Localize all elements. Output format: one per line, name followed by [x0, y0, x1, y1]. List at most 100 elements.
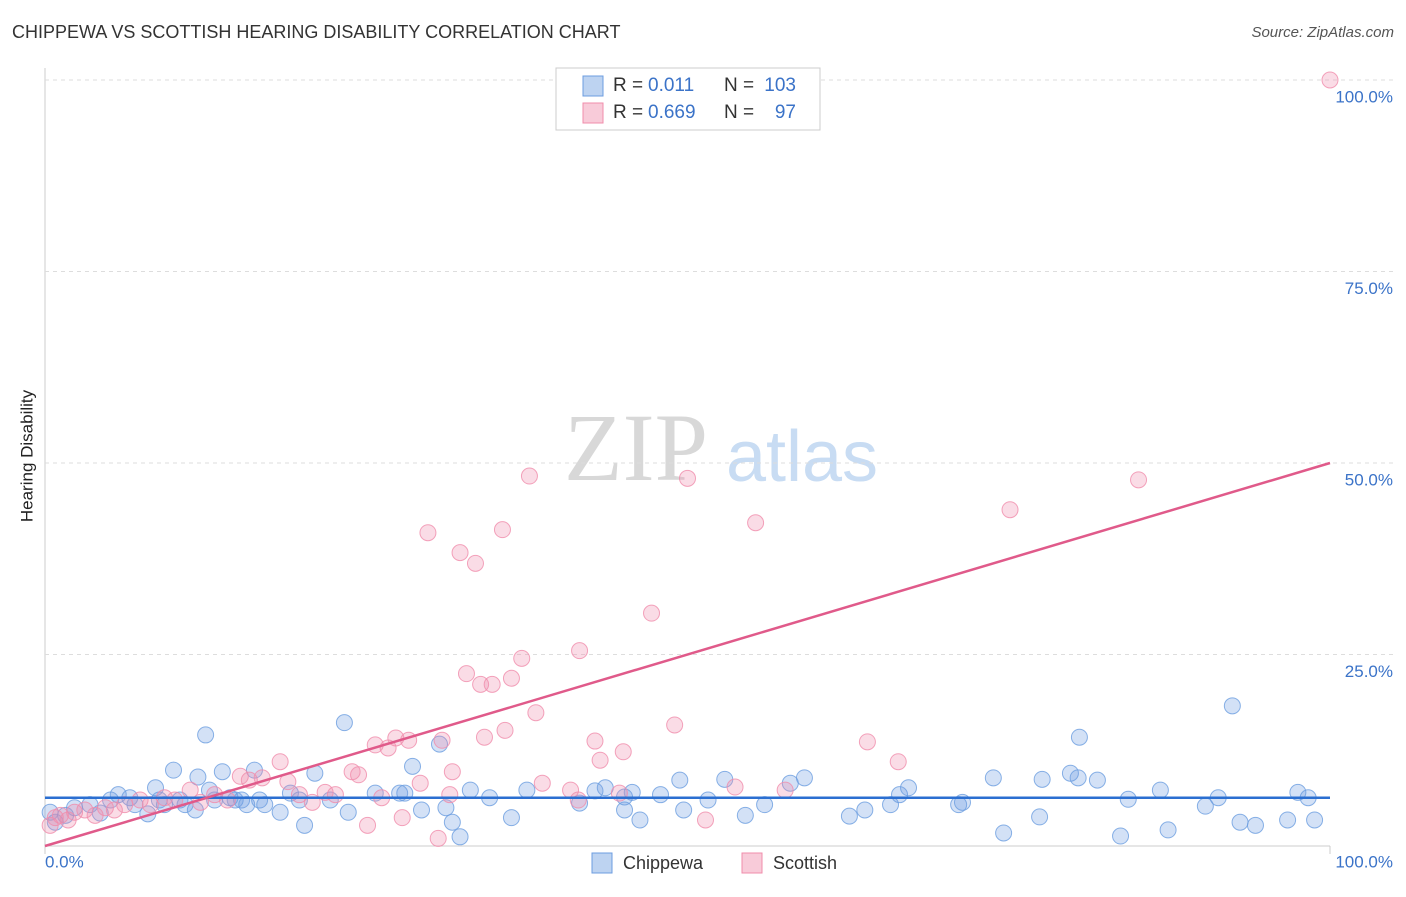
point: [131, 791, 149, 809]
point: [1130, 471, 1148, 489]
x-tick-label: 100.0%: [1335, 852, 1393, 871]
point: [231, 767, 249, 785]
point: [623, 783, 641, 801]
point: [141, 796, 159, 814]
point: [1031, 808, 1049, 826]
y-axis-label: Hearing Disability: [17, 389, 36, 522]
point: [1289, 783, 1307, 801]
point: [326, 786, 344, 804]
point: [393, 809, 411, 827]
legend-swatch: [741, 852, 763, 874]
x-tick-label: 0.0%: [45, 852, 84, 871]
point: [457, 665, 475, 683]
point: [571, 642, 589, 660]
y-tick-label: 25.0%: [1345, 662, 1393, 681]
point: [502, 809, 520, 827]
point: [1321, 71, 1339, 89]
point: [856, 801, 874, 819]
point: [359, 816, 377, 834]
point: [493, 521, 511, 539]
point: [189, 768, 207, 786]
point: [696, 811, 714, 829]
point: [569, 791, 587, 809]
point: [1033, 770, 1051, 788]
point: [586, 732, 604, 750]
point: [984, 769, 1002, 787]
point: [1159, 821, 1177, 839]
point: [1088, 771, 1106, 789]
y-tick-label: 50.0%: [1345, 470, 1393, 489]
point: [889, 753, 907, 771]
plot-area: [41, 71, 1395, 854]
point: [675, 801, 693, 819]
point: [271, 753, 289, 771]
point: [411, 774, 429, 792]
point: [1231, 813, 1249, 831]
point: [1112, 827, 1130, 845]
point: [213, 763, 231, 781]
point: [316, 783, 334, 801]
point: [419, 524, 437, 542]
point: [451, 828, 469, 846]
point: [652, 786, 670, 804]
point: [795, 769, 813, 787]
trend-line: [44, 461, 1331, 848]
point: [1279, 811, 1297, 829]
watermark: atlas: [726, 417, 878, 497]
point: [350, 766, 368, 784]
point: [1151, 781, 1169, 799]
y-tick-label: 100.0%: [1335, 87, 1393, 106]
legend-swatch: [591, 852, 613, 874]
point: [437, 799, 455, 817]
point: [441, 786, 459, 804]
point: [339, 803, 357, 821]
point: [165, 761, 182, 779]
point: [591, 751, 609, 769]
point: [251, 791, 269, 809]
point: [116, 796, 134, 814]
point: [747, 514, 765, 532]
point: [66, 803, 84, 821]
point: [614, 743, 632, 761]
point: [76, 801, 94, 819]
legend-label: Scottish: [773, 853, 837, 873]
point: [105, 801, 123, 819]
point: [631, 811, 649, 829]
legend-swatch: [582, 102, 604, 124]
legend-swatch: [582, 75, 604, 97]
point: [1306, 811, 1324, 829]
stat-n: 103: [764, 75, 796, 96]
point: [404, 757, 422, 775]
point: [256, 796, 274, 814]
stat-r: 0.011: [648, 75, 694, 96]
point: [290, 791, 308, 809]
stat-label: N =: [724, 75, 754, 96]
point: [451, 544, 469, 562]
point: [472, 675, 490, 693]
point: [433, 731, 451, 749]
stats-legend: [555, 67, 821, 131]
point: [335, 714, 353, 732]
point: [840, 807, 858, 825]
point: [858, 733, 876, 751]
point: [756, 796, 774, 814]
chart-title: CHIPPEWA VS SCOTTISH HEARING DISABILITY …: [12, 22, 620, 42]
point: [483, 675, 501, 693]
point: [475, 728, 493, 746]
point: [413, 801, 431, 819]
point: [666, 716, 684, 734]
point: [900, 779, 918, 797]
point: [527, 704, 545, 722]
point: [995, 824, 1013, 842]
point: [671, 771, 689, 789]
point: [466, 554, 484, 572]
point: [271, 803, 289, 821]
stat-label: R =: [613, 75, 643, 96]
point: [233, 791, 251, 809]
point: [533, 774, 551, 792]
point: [461, 781, 479, 799]
stat-n: 97: [775, 102, 796, 123]
point: [1119, 790, 1137, 808]
stat-label: N =: [724, 102, 754, 123]
